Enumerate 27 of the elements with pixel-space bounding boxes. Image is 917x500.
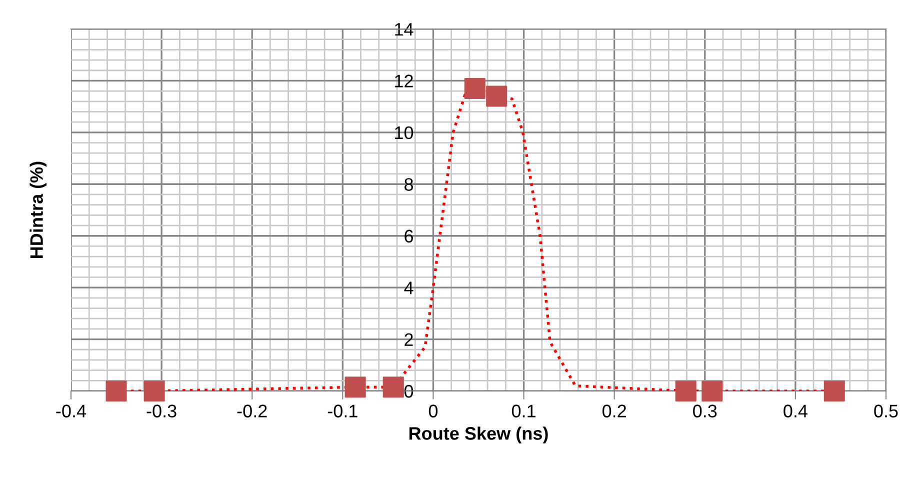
y-tick-label: 6 xyxy=(404,230,413,243)
point xyxy=(382,376,404,398)
x-axis-title: Route Skew (ns) xyxy=(409,426,548,444)
point xyxy=(824,380,845,402)
point xyxy=(106,380,127,402)
x-tick-label: 0.3 xyxy=(693,404,717,418)
point xyxy=(702,380,723,402)
y-tick-label: 8 xyxy=(404,178,413,191)
point xyxy=(464,78,486,99)
y-tick-label: 12 xyxy=(395,74,413,88)
x-tick-label: -0.2 xyxy=(237,404,267,418)
x-tick-label: 0 xyxy=(428,404,438,418)
y-axis-title: HDintra (%) xyxy=(30,162,47,258)
x-tick-label: -0.3 xyxy=(146,404,176,418)
x-tick-label: -0.1 xyxy=(328,404,358,418)
point xyxy=(144,380,165,402)
x-tick-label: 0.4 xyxy=(784,404,808,418)
y-tick-label: 2 xyxy=(404,333,413,346)
y-tick-label: 10 xyxy=(395,126,414,140)
x-tick-label: -0.4 xyxy=(56,404,86,418)
y-tick-label: 4 xyxy=(404,282,414,294)
x-tick-label: 0.2 xyxy=(602,404,626,418)
point xyxy=(675,380,696,402)
point xyxy=(344,376,366,398)
x-tick-label: 0.1 xyxy=(512,404,536,418)
x-tick-label: 0.5 xyxy=(874,404,898,418)
point xyxy=(486,86,508,107)
